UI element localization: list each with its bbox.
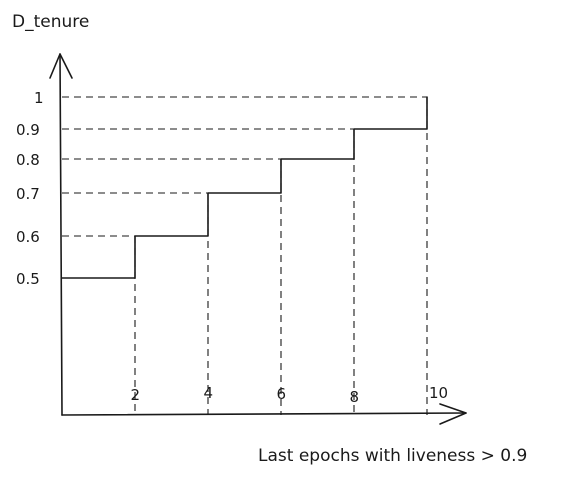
y-axis-arrowhead <box>49 53 73 79</box>
x-axis-line <box>61 412 467 416</box>
series-step-line <box>61 96 428 279</box>
y-tick-label: 0.5 <box>16 270 40 288</box>
guide-lines <box>62 96 428 415</box>
tick-labels: 0.5 0.6 0.7 0.8 0.9 1 2 4 6 8 10 <box>16 89 448 406</box>
x-tick-label: 8 <box>350 388 360 406</box>
x-tick-label: 4 <box>204 384 214 402</box>
x-tick-label: 10 <box>429 384 448 402</box>
x-axis-arrowhead <box>439 403 467 425</box>
y-tick-label: 0.9 <box>16 121 40 139</box>
x-axis-title: Last epochs with liveness > 0.9 <box>258 446 527 466</box>
y-tick-label: 1 <box>34 89 44 107</box>
y-tick-label: 0.6 <box>16 228 40 246</box>
y-tick-label: 0.8 <box>16 151 40 169</box>
series-layer <box>61 96 428 279</box>
axes <box>49 53 467 425</box>
y-axis-title: D_tenure <box>12 12 89 32</box>
y-axis-line <box>59 53 63 416</box>
x-tick-label: 6 <box>277 385 287 403</box>
x-tick-label: 2 <box>131 386 141 404</box>
y-tick-label: 0.7 <box>16 185 40 203</box>
